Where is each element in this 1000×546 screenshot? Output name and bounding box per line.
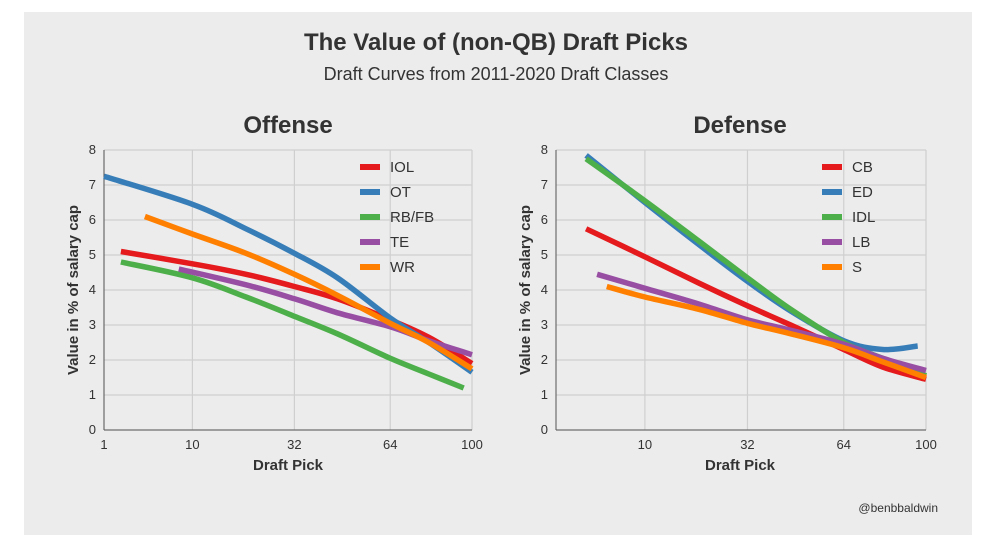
- offense-ytick-label: 0: [89, 422, 96, 437]
- defense-ytick-label: 7: [541, 177, 548, 192]
- defense-legend-label-idl: IDL: [852, 209, 875, 226]
- defense-ytick-label: 3: [541, 317, 548, 332]
- offense-ytick-label: 5: [89, 247, 96, 262]
- figure-subtitle: Draft Curves from 2011-2020 Draft Classe…: [324, 64, 669, 84]
- defense-ytick-label: 5: [541, 247, 548, 262]
- offense-ytick-label: 4: [89, 282, 96, 297]
- offense-xtick-label: 32: [287, 437, 301, 452]
- offense-ytick-label: 7: [89, 177, 96, 192]
- defense-x-axis-label: Draft Pick: [705, 457, 776, 474]
- offense-ytick-label: 2: [89, 352, 96, 367]
- defense-ytick-label: 8: [541, 142, 548, 157]
- offense-series-line-wr: [143, 213, 474, 372]
- defense-xtick-label: 32: [740, 437, 754, 452]
- defense-xtick-label: 100: [915, 437, 937, 452]
- defense-series-line-lb: [596, 271, 927, 374]
- defense-series-line-cb: [584, 226, 927, 382]
- offense-ytick-label: 8: [89, 142, 96, 157]
- offense-legend-label-rb-fb: RB/FB: [390, 209, 434, 226]
- offense-title: Offense: [243, 112, 332, 139]
- defense-legend-label-s: S: [852, 259, 862, 276]
- offense-xtick-label: 100: [461, 437, 483, 452]
- defense-y-axis-label: Value in % of salary cap: [517, 205, 534, 375]
- offense-series-line-iol: [120, 248, 474, 366]
- defense-xtick-label: 64: [837, 437, 851, 452]
- defense-series-line-idl: [584, 156, 928, 379]
- defense-legend-label-lb: LB: [852, 234, 870, 251]
- offense-xtick-label: 1: [100, 437, 107, 452]
- offense-legend-label-te: TE: [390, 234, 409, 251]
- offense-legend-label-ot: OT: [390, 184, 411, 201]
- defense-ytick-label: 6: [541, 212, 548, 227]
- defense-ytick-label: 4: [541, 282, 548, 297]
- offense-xtick-label: 10: [185, 437, 199, 452]
- defense-legend-label-ed: ED: [852, 184, 873, 201]
- offense-ytick-label: 3: [89, 317, 96, 332]
- offense-legend-label-iol: IOL: [390, 159, 414, 176]
- defense-title: Defense: [693, 112, 786, 139]
- offense-series-line-rb-fb: [120, 259, 465, 391]
- offense-xtick-label: 64: [383, 437, 397, 452]
- defense-ytick-label: 2: [541, 352, 548, 367]
- defense-legend-label-cb: CB: [852, 159, 873, 176]
- offense-y-axis-label: Value in % of salary cap: [65, 205, 82, 375]
- offense-legend-label-wr: WR: [390, 259, 415, 276]
- defense-chart: 0 1 2 3 4 5 6 7 8 10 32 64 100 Defense Draft Pick Value…: [517, 112, 937, 474]
- offense-x-axis-label: Draft Pick: [253, 457, 324, 474]
- offense-ytick-label: 1: [89, 387, 96, 402]
- author-credit: @benbbaldwin: [858, 501, 938, 515]
- defense-xtick-label: 10: [638, 437, 652, 452]
- defense-ytick-label: 0: [541, 422, 548, 437]
- figure-title: The Value of (non-QB) Draft Picks: [304, 29, 688, 56]
- offense-ytick-label: 6: [89, 212, 96, 227]
- defense-series-line-s: [606, 283, 927, 381]
- defense-ytick-label: 1: [541, 387, 548, 402]
